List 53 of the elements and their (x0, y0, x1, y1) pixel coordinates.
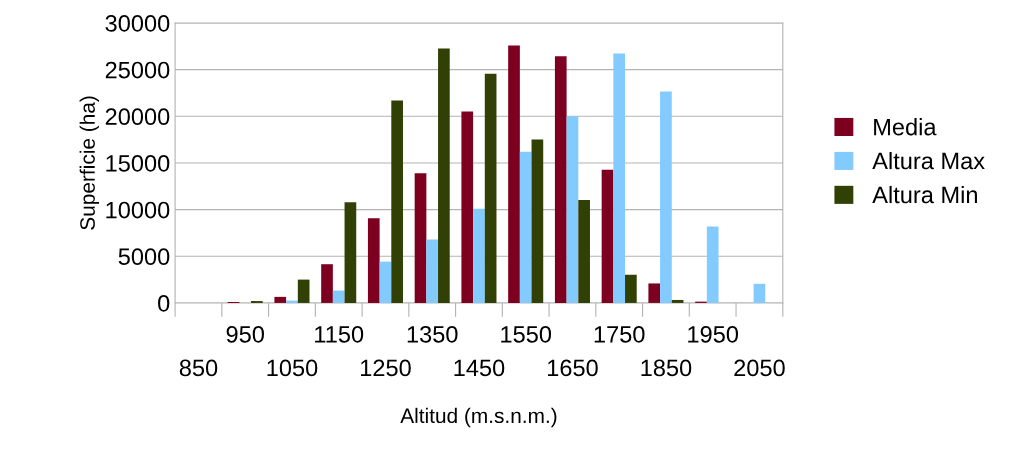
y-tick-label: 10000 (106, 201, 170, 219)
y-tick-label: 20000 (105, 108, 170, 126)
bar (438, 48, 450, 303)
bar (332, 290, 345, 303)
bar (601, 169, 614, 303)
x-tick-label: 1450 (454, 359, 505, 377)
bar (426, 239, 439, 303)
bar (391, 100, 403, 303)
legend-label: Media (874, 118, 937, 136)
bar (367, 218, 380, 303)
bar (578, 200, 590, 303)
bar (753, 283, 766, 303)
bar (414, 173, 427, 303)
y-axis-title: Superficie (ha) (79, 96, 100, 230)
bar (554, 56, 567, 303)
bar (274, 296, 287, 303)
bar (706, 226, 719, 303)
x-tick-label: 1850 (641, 359, 692, 377)
bar (531, 139, 544, 303)
x-tick-label: 1050 (267, 359, 318, 377)
bar (473, 208, 485, 303)
x-axis-title: Altitud (m.s.n.m.) (400, 407, 557, 428)
bar (660, 91, 672, 303)
y-tick-label: 0 (158, 295, 170, 312)
bar (613, 53, 626, 303)
legend-label: Altura Max (872, 152, 985, 170)
x-tick-label: 950 (226, 325, 264, 343)
y-tick-label: 30000 (105, 15, 170, 32)
bar (379, 261, 392, 303)
bar (519, 151, 532, 303)
bar (344, 202, 357, 303)
y-tick-label: 15000 (106, 155, 170, 172)
x-tick-label: 1550 (501, 325, 552, 343)
x-tick-label: 1350 (407, 325, 458, 343)
bar (508, 45, 520, 303)
x-tick-label: 850 (179, 359, 218, 377)
bar (321, 264, 333, 303)
bar (671, 299, 684, 303)
legend-label: Altura Min (872, 185, 977, 204)
x-tick-label: 1950 (688, 325, 739, 343)
x-tick-label: 2050 (734, 359, 785, 377)
bar (648, 283, 661, 303)
x-tick-label: 1650 (547, 359, 598, 377)
x-tick-label: 1150 (315, 325, 364, 343)
y-tick-label: 5000 (118, 248, 170, 266)
bar (461, 111, 474, 303)
bar (484, 73, 497, 303)
bar (297, 279, 310, 303)
x-tick-label: 1750 (594, 325, 645, 343)
x-tick-label: 1250 (361, 359, 411, 377)
bar (625, 274, 637, 303)
bar (566, 116, 579, 303)
y-tick-label: 25000 (105, 61, 170, 79)
